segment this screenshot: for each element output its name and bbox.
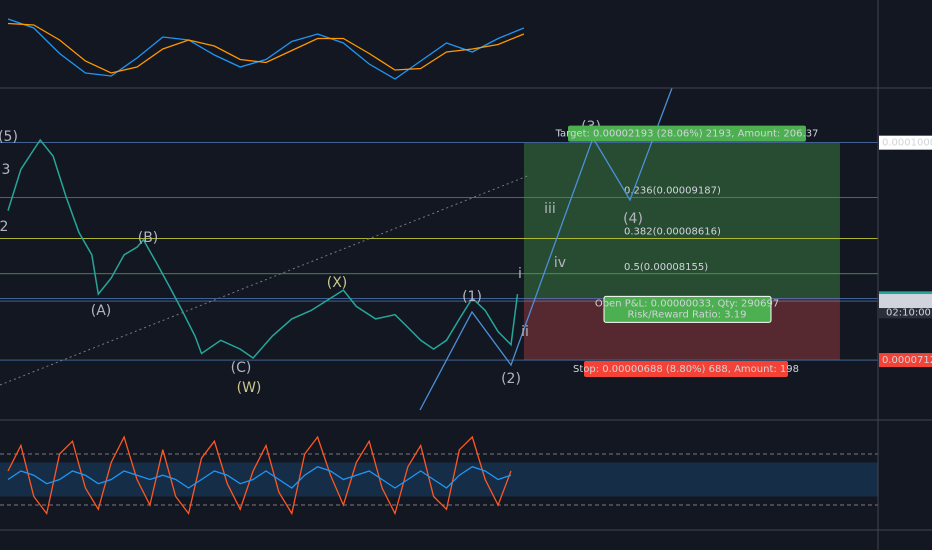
price-tag: 0.00007815 [882,296,932,307]
price-tag-box [879,135,932,150]
wave-label: 2 [0,219,8,235]
rr-label: Risk/Reward Ratio: 3.19 [627,309,746,320]
wave-label: (2) [501,371,521,387]
wave-label: iv [554,255,566,271]
price-tag-box [879,353,932,368]
price-tag: 0.00007127 [882,355,932,366]
trend-line [0,174,531,386]
wave-label: i [518,266,522,282]
wave-label: iii [544,201,556,217]
wave-label: (W) [237,380,262,396]
countdown: 02:10:00 [886,307,931,318]
wave-label: (5) [0,129,18,145]
target-zone [523,142,840,299]
stoch-band [0,462,878,497]
wave-label: (A) [91,303,112,319]
wave-label: (1) [462,289,482,305]
macd-line [7,22,525,74]
stop-label: Stop: 0.00000688 (8.80%) 688, Amount: 19… [573,364,799,375]
price-line-series [7,138,519,359]
price-tag-box [879,294,932,309]
wave-label: (C) [231,360,252,376]
wave-label: 3 [2,162,11,178]
wave-label: ii [521,324,529,340]
countdown-box [879,305,932,319]
stoch-line [7,435,512,516]
wave-label: (X) [327,275,348,291]
price-tag: 0.00010008 [882,138,932,149]
wave-labels: (5) 3 2 (A) (B) (C) (W) (X) (1) (2) (3) … [0,119,643,396]
pnl-label: Open P&L: 0.00000033, Qty: 290697 [595,298,779,309]
pnl-box [603,295,772,323]
wave-label: (4) [623,211,643,227]
target-label: Target: 0.00002193 (28.06%) 2193, Amount… [555,129,819,140]
fib-label: 0.236(0.00009187) [624,185,721,196]
fib-label: 0.5(0.00008155) [624,262,708,273]
stop-label-box [584,361,788,378]
target-label-box [568,125,806,142]
wave-label: (B) [138,230,159,246]
wave-projection [419,87,673,411]
stoch-line [7,465,512,489]
macd-line [7,18,525,80]
fib-label: 0.382(0.00008616) [624,227,721,238]
